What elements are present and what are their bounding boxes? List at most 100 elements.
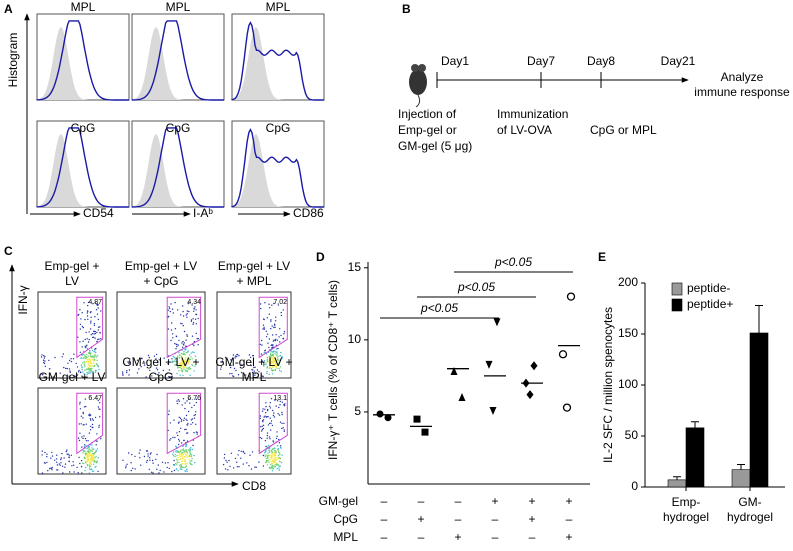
flow-dot xyxy=(87,304,89,307)
flow-dot xyxy=(186,470,188,473)
histogram-title: MPL xyxy=(71,0,96,14)
flow-dot xyxy=(91,426,94,429)
flow-dot xyxy=(267,444,270,447)
flow-dot xyxy=(266,333,269,335)
flow-dot xyxy=(93,356,95,359)
flow-dot xyxy=(266,371,268,373)
flow-dot xyxy=(85,405,87,408)
flow-dot xyxy=(69,371,72,373)
flow-dot xyxy=(193,454,195,457)
flow-dot xyxy=(194,355,197,357)
flow-dot xyxy=(180,455,183,457)
flow-dot xyxy=(268,454,271,457)
flow-dot xyxy=(172,355,174,358)
flow-dot xyxy=(184,459,186,461)
flow-dot xyxy=(258,461,260,463)
flow-dot xyxy=(153,355,156,357)
flow-dot xyxy=(159,469,161,472)
flow-dot xyxy=(271,304,273,306)
flow-dot xyxy=(68,454,70,456)
flow-dot xyxy=(249,356,252,359)
flow-dot xyxy=(279,400,281,403)
flow-dot xyxy=(41,450,43,452)
flow-dot xyxy=(281,427,283,430)
flow-dot xyxy=(182,455,184,457)
flow-dot xyxy=(68,375,70,377)
flow-dot xyxy=(176,462,179,464)
flow-dot xyxy=(88,368,91,370)
flow-dot xyxy=(278,460,281,463)
flow-dot xyxy=(62,353,64,355)
flow-dot xyxy=(269,451,271,453)
flow-dot xyxy=(184,445,187,448)
flow-dot xyxy=(180,427,182,429)
flow-dot xyxy=(246,462,248,464)
flow-dot xyxy=(273,416,276,418)
flow-dot xyxy=(170,303,172,305)
condition-sign: – xyxy=(418,494,425,508)
flow-dot xyxy=(155,358,157,360)
flow-dot xyxy=(59,464,61,466)
flow-dot xyxy=(192,322,195,324)
flow-dot xyxy=(193,414,195,417)
flow-dot xyxy=(82,326,85,329)
condition-label: GM-gel xyxy=(319,494,358,508)
flow-dot xyxy=(196,431,198,434)
flow-dot xyxy=(185,428,187,431)
flow-dot xyxy=(175,462,177,465)
flow-dot xyxy=(168,467,170,470)
flow-dot xyxy=(280,311,282,314)
flow-dot xyxy=(182,343,185,345)
flow-dot xyxy=(274,456,277,458)
flow-dot xyxy=(93,461,96,463)
flow-dot xyxy=(280,351,282,354)
flow-dot xyxy=(183,467,185,469)
flow-dot xyxy=(143,360,145,363)
flow-dot xyxy=(96,313,99,315)
flow-dot xyxy=(186,400,188,402)
flow-dot xyxy=(268,461,270,464)
flow-dot xyxy=(265,363,267,366)
flow-dot xyxy=(268,361,270,363)
flow-dot xyxy=(94,337,96,339)
flow-dot xyxy=(274,352,276,355)
x-axis-label: I-Aᵇ xyxy=(193,206,213,220)
flow-dot xyxy=(272,468,275,470)
flow-dot xyxy=(279,328,281,330)
gate xyxy=(76,296,104,359)
flow-dot xyxy=(191,364,194,367)
flow-dot xyxy=(182,374,184,377)
flow-dot xyxy=(266,454,268,456)
flow-dot xyxy=(151,459,154,462)
flow-dot xyxy=(270,420,273,422)
flow-dot xyxy=(226,461,228,463)
flow-dot xyxy=(278,414,281,416)
flow-dot xyxy=(185,444,187,446)
flow-dot xyxy=(84,346,86,348)
flow-dot xyxy=(173,469,176,472)
flow-dot xyxy=(271,346,274,349)
flow-dot xyxy=(128,369,131,371)
flow-dot xyxy=(82,353,84,356)
flow-dot xyxy=(165,373,167,375)
flow-dot xyxy=(41,472,44,474)
flow-dot xyxy=(242,463,244,465)
flow-dot xyxy=(87,452,89,454)
flow-dot xyxy=(42,361,45,364)
flow-dot xyxy=(96,331,98,334)
flow-dot xyxy=(182,310,184,313)
flow-dot xyxy=(72,358,75,360)
flow-dot xyxy=(276,467,278,470)
flow-dot xyxy=(167,309,169,311)
flow-dot xyxy=(190,447,192,449)
flow-dot xyxy=(259,303,262,305)
flow-dot xyxy=(68,359,71,362)
flow-dot xyxy=(51,451,53,454)
flow-dot xyxy=(89,459,92,461)
flow-dot xyxy=(277,359,279,361)
flow-dot xyxy=(83,435,85,437)
flow-dot xyxy=(183,455,185,458)
flow-dot xyxy=(185,455,187,457)
bar xyxy=(685,427,705,488)
flow-dot xyxy=(178,438,180,441)
